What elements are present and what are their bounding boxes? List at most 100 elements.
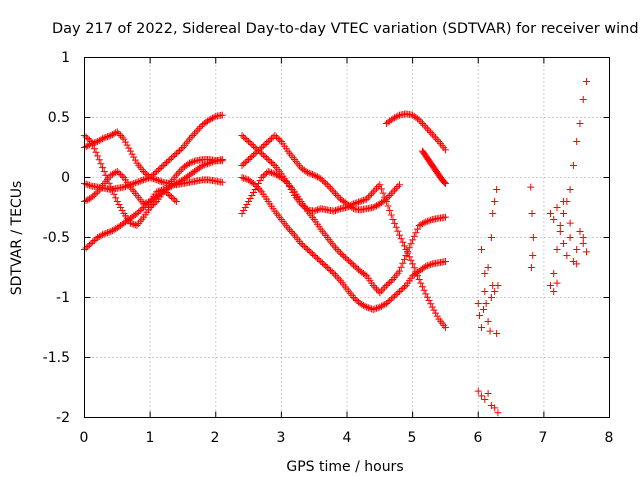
x-axis-label: GPS time / hours (286, 459, 403, 475)
data-point-marker (484, 264, 492, 271)
data-point-marker (364, 304, 372, 312)
data-point-marker (400, 255, 408, 263)
data-point-marker (126, 219, 134, 227)
data-point-marker (487, 234, 495, 241)
data-point-marker (363, 303, 371, 311)
data-point-marker (489, 210, 497, 217)
data-point-marker (154, 177, 162, 184)
x-tick-label: 3 (277, 430, 286, 446)
data-point-marker (399, 285, 407, 292)
data-point-marker (482, 300, 490, 307)
data-point-marker (87, 138, 95, 145)
data-point-marker (274, 172, 282, 180)
data-point-marker (261, 141, 269, 148)
data-point-marker (394, 112, 402, 120)
data-point-marker (412, 229, 420, 237)
data-point-marker (356, 300, 364, 307)
data-point-marker (258, 174, 266, 181)
data-point-marker (115, 130, 123, 138)
data-point-marker (107, 183, 115, 191)
data-point-marker (373, 184, 381, 192)
data-point-marker (153, 168, 161, 175)
data-point-marker (441, 213, 449, 221)
data-point-marker (102, 229, 110, 237)
data-point-marker (115, 201, 123, 208)
data-point-marker (218, 111, 226, 119)
y-tick-label: 0.5 (48, 110, 70, 126)
data-point-marker (420, 219, 428, 227)
data-point-marker (417, 279, 425, 287)
data-point-marker (253, 148, 261, 156)
data-point-marker (251, 150, 259, 157)
data-point-marker (151, 169, 159, 177)
data-point-marker (335, 193, 343, 201)
data-point-marker (418, 120, 426, 127)
data-point-marker (141, 175, 149, 183)
data-point-marker (402, 246, 410, 253)
data-point-marker (428, 130, 436, 138)
data-point-marker (159, 186, 167, 193)
data-point-marker (112, 129, 120, 137)
data-point-marker (422, 218, 430, 226)
data-point-marker (320, 178, 328, 186)
data-point-marker (430, 306, 438, 314)
data-point-marker (318, 176, 326, 184)
data-point-marker (369, 282, 377, 289)
data-point-marker (546, 210, 554, 217)
data-point-marker (313, 206, 321, 214)
data-point-marker (325, 265, 333, 273)
data-point-marker (99, 135, 107, 143)
data-point-marker (361, 271, 369, 279)
data-point-marker (553, 204, 561, 211)
data-point-marker (259, 172, 267, 180)
data-point-marker (351, 263, 359, 271)
data-point-marker (266, 136, 274, 144)
x-tick-label: 5 (408, 430, 417, 446)
data-point-marker (476, 312, 484, 319)
data-point-marker (387, 190, 395, 198)
data-point-marker (320, 261, 328, 268)
data-point-marker (268, 135, 276, 142)
data-point-marker (487, 294, 495, 301)
data-point-marker (350, 261, 358, 269)
data-point-marker (396, 288, 403, 295)
data-point-marker (399, 238, 407, 246)
data-point-marker (140, 168, 148, 175)
data-point-marker (330, 207, 338, 215)
data-point-marker (186, 159, 193, 167)
data-point-marker (363, 195, 371, 203)
data-point-marker (138, 177, 146, 184)
data-point-marker (277, 174, 285, 181)
data-point-marker (313, 173, 321, 181)
data-point-marker (350, 294, 358, 301)
data-point-marker (410, 232, 418, 240)
data-point-marker (478, 246, 486, 253)
data-point-marker (148, 172, 156, 180)
data-point-marker (389, 115, 397, 123)
data-point-marker (371, 203, 379, 211)
data-point-marker (166, 192, 174, 199)
data-point-marker (386, 279, 394, 286)
data-point-marker (317, 175, 325, 183)
data-point-marker (274, 135, 282, 142)
data-point-marker (579, 234, 587, 241)
data-point-marker (238, 210, 246, 217)
data-point-marker (336, 249, 344, 257)
data-point-marker (156, 165, 164, 172)
data-point-marker (478, 392, 486, 400)
data-point-marker (333, 192, 341, 199)
data-point-marker (309, 171, 317, 178)
data-point-marker (82, 133, 90, 141)
data-point-marker (527, 183, 535, 191)
data-point-marker (433, 136, 441, 144)
data-point-marker (172, 150, 180, 157)
data-point-marker (343, 255, 351, 263)
data-point-marker (82, 143, 90, 151)
data-point-marker (113, 198, 121, 205)
data-point-marker (566, 234, 574, 241)
data-point-marker (240, 133, 248, 141)
data-point-marker (430, 132, 438, 140)
data-point-marker (218, 178, 226, 186)
data-point-marker (258, 144, 266, 151)
data-point-marker (254, 147, 262, 154)
